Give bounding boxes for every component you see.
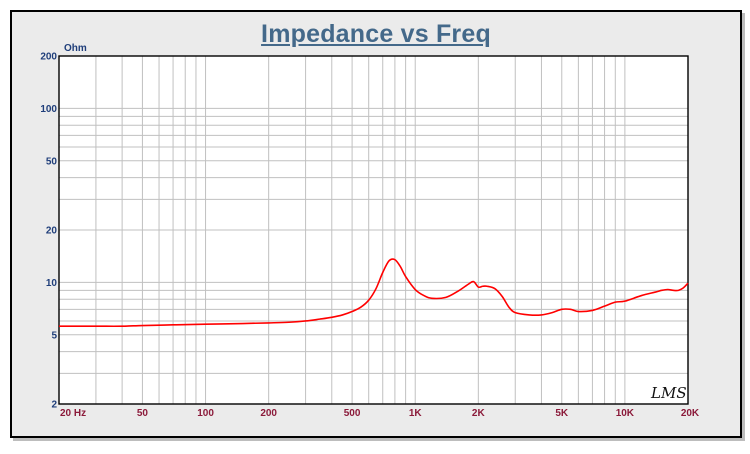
x-tick-label: 100	[197, 408, 214, 419]
x-tick-label: 500	[344, 408, 361, 419]
grid	[59, 56, 688, 404]
x-tick-labels: 20 Hz 50 100 200 500 1K 2K 5K 10K 20K	[60, 408, 700, 419]
y-tick-label: 50	[46, 156, 58, 167]
x-tick-label: 2K	[472, 408, 486, 419]
y-tick-label: 100	[40, 104, 57, 115]
lms-watermark: LMS	[650, 384, 687, 402]
impedance-trace	[59, 258, 689, 328]
chart-title: Impedance vs Freq	[261, 20, 491, 48]
x-tick-label: 5K	[555, 408, 569, 419]
x-tick-label: 20 Hz	[60, 408, 86, 419]
y-tick-label: 200	[40, 52, 57, 63]
x-tick-label: 50	[137, 408, 149, 419]
x-tick-label: 200	[260, 408, 277, 419]
x-tick-label: 20K	[681, 408, 700, 419]
x-tick-label: 10K	[616, 408, 635, 419]
x-tick-label: 1K	[409, 408, 423, 419]
y-axis-label: Ohm	[64, 43, 87, 54]
y-tick-labels: 2 5 10 20 50 100 200	[40, 52, 57, 411]
y-tick-label: 2	[51, 400, 57, 411]
y-tick-label: 5	[51, 330, 57, 341]
plot-border	[58, 55, 689, 405]
y-tick-label: 20	[46, 226, 58, 237]
y-tick-label: 10	[46, 278, 58, 289]
series-group	[59, 258, 689, 328]
